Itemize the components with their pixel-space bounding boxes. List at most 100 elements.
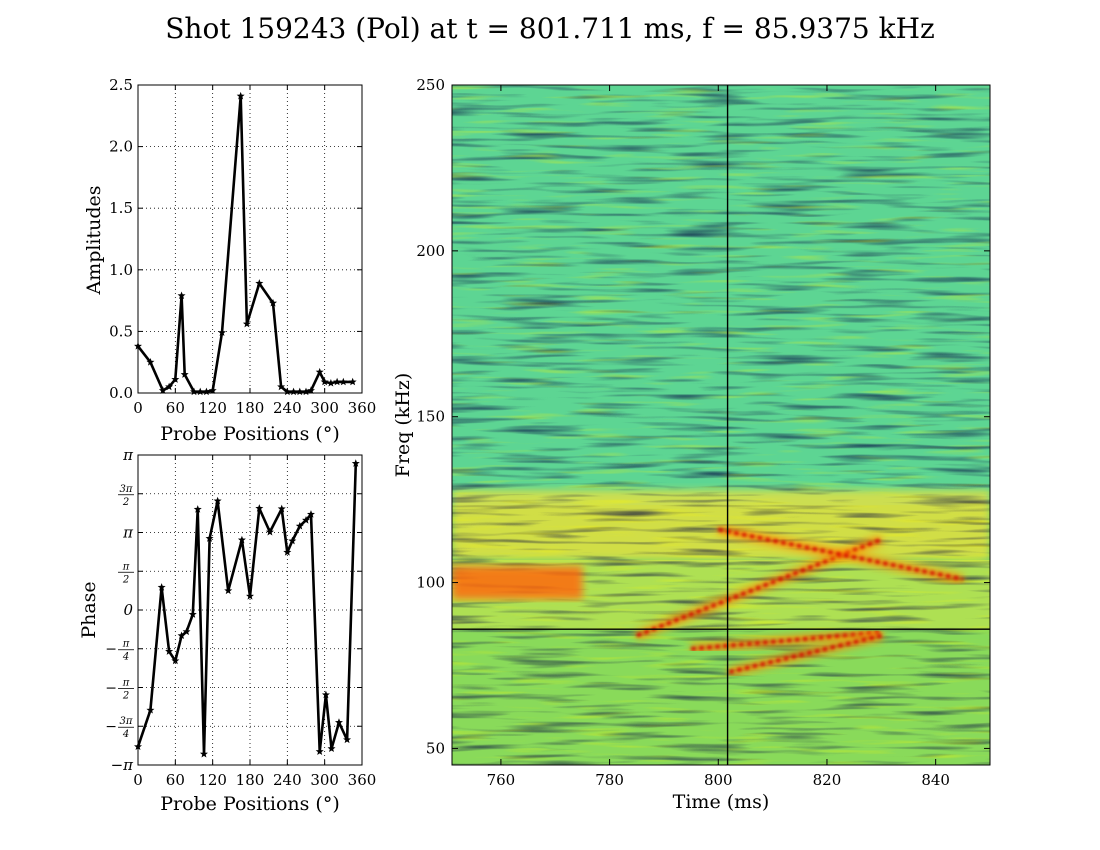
spectrogram-x-label: Time (ms) <box>673 791 770 813</box>
phase-panel: 0 60 120 180 240 300 360 −π3π4−π2−π4−0π2π3π2π … <box>78 446 376 815</box>
y-tick-label: 2.0 <box>109 138 133 156</box>
x-tick-label: 180 <box>236 771 265 789</box>
phase-grid <box>138 455 362 765</box>
spectrogram-image <box>452 85 990 765</box>
amplitude-x-label: Probe Positions (°) <box>160 423 340 445</box>
svg-text:2: 2 <box>122 497 129 508</box>
data-point <box>302 516 310 524</box>
data-point <box>327 744 336 753</box>
x-tick-label: 780 <box>595 771 624 789</box>
x-tick-label: 820 <box>813 771 842 789</box>
data-point <box>283 548 292 556</box>
data-point <box>295 387 304 396</box>
spectrogram-frame <box>451 84 991 766</box>
data-point <box>242 319 251 328</box>
phase-x-ticks: 0 60 120 180 240 300 360 <box>133 455 376 789</box>
x-tick-label: 360 <box>348 399 377 417</box>
x-tick-label: 0 <box>133 771 143 789</box>
data-point <box>205 534 214 542</box>
spectrogram-x-ticks: 760 780 800 820 840 <box>487 85 950 789</box>
spectrogram-ridge <box>717 527 964 581</box>
data-point <box>213 496 222 505</box>
spectrogram-panel: 760 780 800 820 840 50 100 150 200 250 Time (ms)… <box>392 76 991 813</box>
spectrogram-ridge-glow <box>690 627 882 654</box>
data-point <box>190 387 198 396</box>
data-point <box>199 749 208 758</box>
y-tick-label: 250 <box>416 76 445 94</box>
y-tick-label: −π <box>111 756 135 774</box>
data-point <box>171 375 180 383</box>
data-point <box>193 505 202 513</box>
data-point <box>265 527 274 536</box>
y-tick-label: 200 <box>416 242 445 260</box>
svg-text:4: 4 <box>122 652 129 663</box>
x-tick-label: 840 <box>921 771 950 789</box>
data-point <box>315 367 324 376</box>
svg-text:−: − <box>105 680 117 696</box>
svg-text:π: π <box>122 639 130 650</box>
x-tick-label: 0 <box>133 399 143 417</box>
data-point <box>315 747 324 755</box>
x-tick-label: 300 <box>310 771 339 789</box>
spectrogram-y-label: Freq (kHz) <box>392 373 414 478</box>
svg-text:−: − <box>105 642 117 658</box>
data-point <box>302 387 310 396</box>
amplitude-x-ticks: 0 60 120 180 240 300 360 <box>133 85 376 417</box>
figure-title: Shot 159243 (Pol) at t = 801.711 ms, f =… <box>165 12 935 45</box>
phase-markers <box>134 459 360 758</box>
data-point <box>146 705 155 714</box>
data-point <box>351 459 360 467</box>
y-tick-label: π 2− <box>105 677 134 701</box>
amplitude-series <box>138 94 353 393</box>
y-tick-label: 3π 4− <box>105 716 134 740</box>
spectrogram-features <box>452 525 964 677</box>
svg-text:π: π <box>122 561 130 572</box>
data-point <box>306 510 315 518</box>
svg-text:3π: 3π <box>120 484 133 495</box>
x-tick-label: 180 <box>236 399 265 417</box>
x-tick-label: 60 <box>166 399 185 417</box>
amplitude-y-label: Amplitudes <box>83 185 105 295</box>
svg-text:π: π <box>122 677 130 688</box>
amplitude-grid <box>138 85 362 393</box>
x-tick-label: 360 <box>348 771 377 789</box>
x-tick-label: 120 <box>198 771 227 789</box>
y-tick-label: 0.0 <box>109 384 133 402</box>
svg-text:−: − <box>105 719 117 735</box>
data-point <box>180 370 189 378</box>
data-point <box>165 647 174 655</box>
x-tick-label: 800 <box>704 771 733 789</box>
data-point <box>288 536 297 545</box>
data-point <box>255 504 264 512</box>
x-tick-label: 60 <box>166 771 185 789</box>
data-point <box>237 535 246 544</box>
data-point <box>177 631 186 640</box>
y-tick-label: π <box>122 524 134 542</box>
y-tick-label: π 4− <box>105 639 134 663</box>
x-tick-label: 300 <box>310 399 339 417</box>
svg-text:2: 2 <box>122 574 129 585</box>
y-tick-label: 0.5 <box>109 322 133 340</box>
x-tick-label: 120 <box>198 399 227 417</box>
data-point <box>334 718 343 726</box>
data-point <box>339 377 348 386</box>
data-point <box>246 591 254 600</box>
data-point <box>218 328 226 337</box>
svg-text:4: 4 <box>122 729 129 740</box>
data-point <box>295 521 304 530</box>
x-tick-label: 760 <box>487 771 516 789</box>
data-point <box>202 387 211 396</box>
x-tick-label: 240 <box>273 399 302 417</box>
svg-text:2: 2 <box>122 690 129 701</box>
data-point <box>289 387 298 396</box>
phase-x-label: Probe Positions (°) <box>160 793 340 815</box>
data-point <box>269 298 278 307</box>
data-point <box>321 690 330 699</box>
y-tick-label: 2.5 <box>109 76 133 94</box>
amplitude-plot-area <box>138 85 362 393</box>
data-point <box>333 377 342 386</box>
data-point <box>320 377 329 386</box>
svg-text:3π: 3π <box>120 716 133 727</box>
